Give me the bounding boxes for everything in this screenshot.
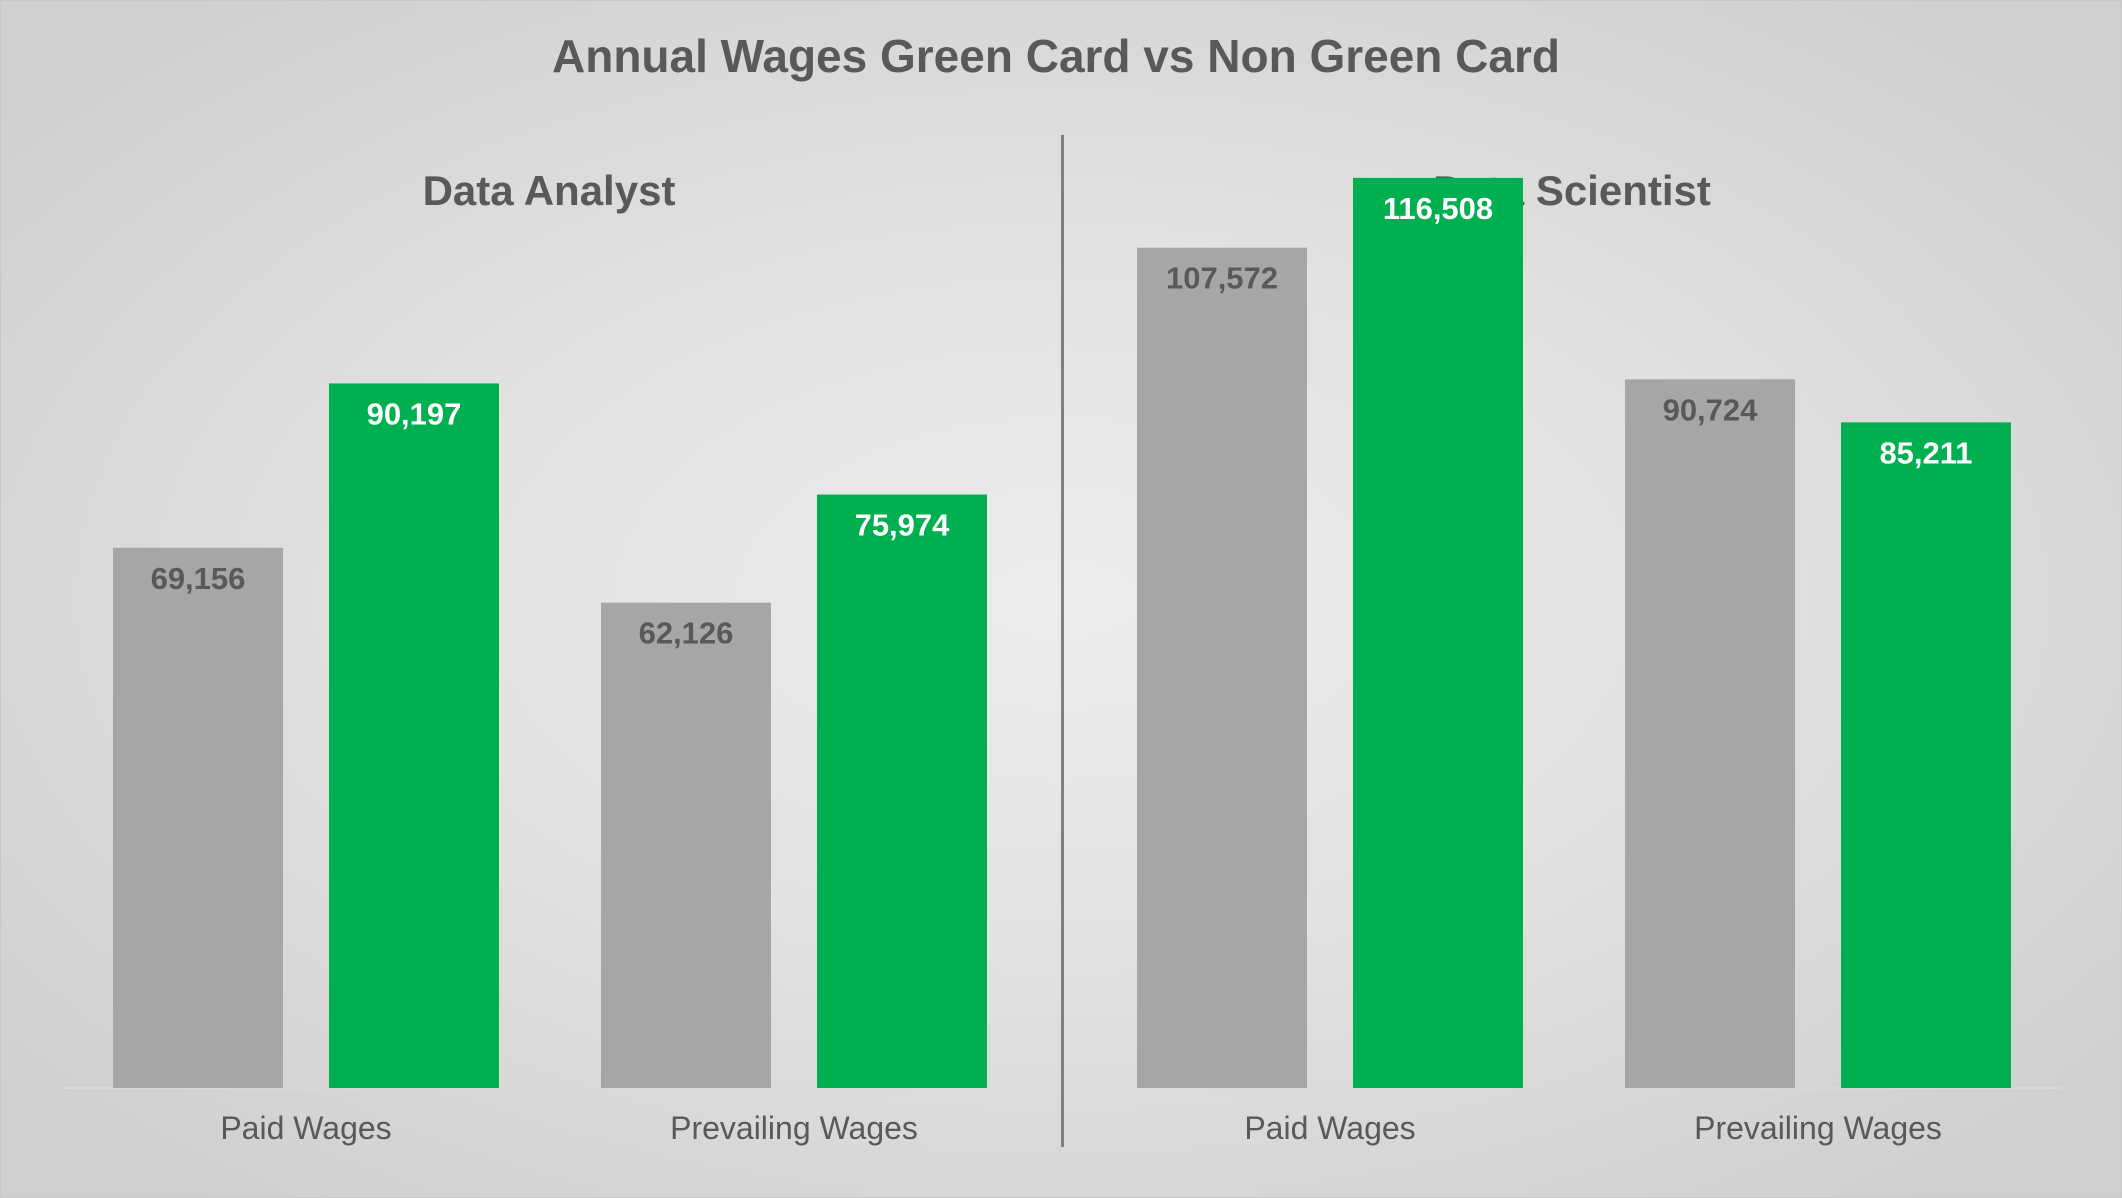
bar-value-label: 85,211	[1879, 435, 1972, 470]
bar-value-label: 75,974	[855, 508, 951, 543]
panel-title-data-analyst: Data Analyst	[422, 167, 676, 214]
bar	[113, 547, 283, 1088]
x-tick-label: Paid Wages	[220, 1110, 391, 1146]
bar-value-label: 90,197	[367, 396, 462, 431]
bar	[817, 494, 987, 1088]
x-tick-label: Prevailing Wages	[1694, 1110, 1942, 1146]
bar-value-label: 107,572	[1166, 261, 1278, 296]
bar	[1137, 247, 1307, 1088]
bar-value-label: 69,156	[151, 561, 246, 596]
bar-value-label: 116,508	[1383, 191, 1493, 226]
bar	[1353, 177, 1523, 1088]
bar	[1841, 422, 2011, 1089]
bar	[1625, 379, 1795, 1088]
chart-title: Annual Wages Green Card vs Non Green Car…	[552, 30, 1560, 82]
bar-value-label: 90,724	[1663, 392, 1759, 427]
x-tick-label: Paid Wages	[1244, 1110, 1415, 1146]
bar-value-label: 62,126	[639, 616, 734, 651]
x-tick-label: Prevailing Wages	[670, 1110, 918, 1146]
bar	[329, 383, 499, 1088]
panel-divider	[1061, 135, 1064, 1147]
bar	[601, 602, 771, 1088]
